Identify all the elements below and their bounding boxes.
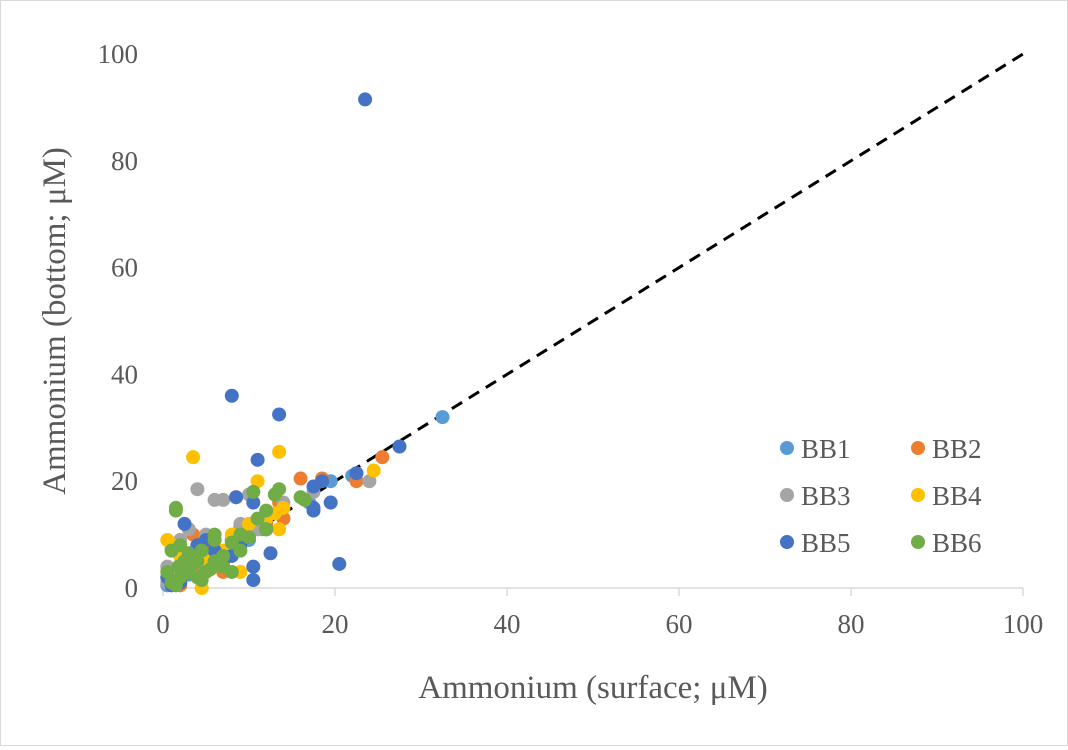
data-point	[272, 407, 287, 422]
y-axis-title: Ammonium (bottom; μM)	[37, 147, 73, 495]
y-tick-label: 0	[125, 573, 139, 603]
data-point	[173, 538, 188, 553]
data-point	[250, 452, 265, 467]
x-tick-label: 100	[1003, 609, 1044, 639]
data-point	[246, 559, 261, 574]
data-point	[263, 546, 278, 561]
data-point	[259, 522, 274, 537]
data-point	[246, 484, 261, 499]
data-point	[366, 463, 381, 478]
data-point	[250, 474, 265, 489]
data-point	[362, 474, 377, 489]
legend-label: BB4	[932, 481, 982, 511]
y-tick-label: 60	[111, 253, 138, 283]
data-point	[250, 511, 265, 526]
x-tick-label: 0	[156, 609, 170, 639]
data-point	[171, 559, 186, 574]
data-point	[246, 495, 261, 510]
data-point	[332, 556, 347, 571]
data-point	[207, 492, 222, 507]
data-point	[181, 564, 196, 579]
legend-item-bb5: BB5	[780, 528, 851, 558]
one-to-one-reference-line	[162, 52, 1024, 590]
y-tick-label: 100	[98, 39, 139, 69]
data-point	[207, 532, 222, 547]
data-point	[435, 410, 450, 425]
data-point	[190, 554, 205, 569]
data-point	[246, 572, 261, 587]
data-point	[229, 490, 244, 505]
reference-line-layer	[162, 52, 1024, 590]
data-point	[293, 471, 308, 486]
data-point	[297, 492, 312, 507]
legend-item-bb6: BB6	[911, 528, 982, 558]
data-point	[177, 516, 192, 531]
y-tick-label: 20	[111, 466, 138, 496]
x-tick-label: 60	[666, 609, 693, 639]
legend-marker	[911, 488, 925, 502]
data-point	[272, 444, 287, 459]
y-tick-label: 40	[111, 359, 138, 389]
data-point	[194, 543, 209, 558]
data-point	[242, 530, 256, 545]
data-point	[224, 388, 239, 403]
data-point	[267, 487, 282, 502]
data-point	[272, 522, 287, 537]
legend-label: BB2	[932, 434, 982, 464]
data-point	[392, 439, 407, 454]
legend-marker	[780, 535, 794, 549]
data-point	[306, 479, 321, 494]
data-point	[375, 450, 390, 465]
legend-item-bb3: BB3	[780, 481, 851, 511]
data-point	[224, 535, 239, 550]
x-tick-label: 80	[838, 609, 865, 639]
data-points-layer	[160, 92, 450, 595]
x-tick-label: 20	[322, 609, 349, 639]
legend-marker	[911, 535, 925, 549]
legend-item-bb2: BB2	[911, 434, 982, 464]
legend-marker	[780, 441, 794, 455]
legend-item-bb4: BB4	[911, 481, 982, 511]
axes: 0 20 40 60 80 100 0 20 40 60 80 100	[98, 39, 1044, 639]
data-point	[306, 503, 321, 518]
data-point	[276, 500, 291, 515]
legend-item-bb1: BB1	[780, 434, 851, 464]
legend-label: BB1	[801, 434, 851, 464]
series-bb6	[160, 482, 312, 593]
data-point	[160, 564, 175, 579]
x-tick-label: 40	[494, 609, 521, 639]
data-point	[190, 482, 205, 497]
data-point	[168, 503, 183, 518]
x-axis-title: Ammonium (surface; μM)	[418, 670, 767, 706]
data-point	[349, 466, 364, 481]
legend-label: BB3	[801, 481, 851, 511]
data-point	[224, 564, 239, 579]
legend-label: BB5	[801, 528, 851, 558]
legend: BB1 BB2 BB3 BB4 BB5 BB6	[780, 434, 982, 558]
legend-marker	[780, 488, 794, 502]
legend-marker	[911, 441, 925, 455]
y-tick-label: 80	[111, 146, 138, 176]
legend-label: BB6	[932, 528, 982, 558]
data-point	[186, 450, 201, 465]
data-point	[323, 495, 338, 510]
data-point	[358, 92, 373, 107]
data-point	[207, 554, 222, 569]
